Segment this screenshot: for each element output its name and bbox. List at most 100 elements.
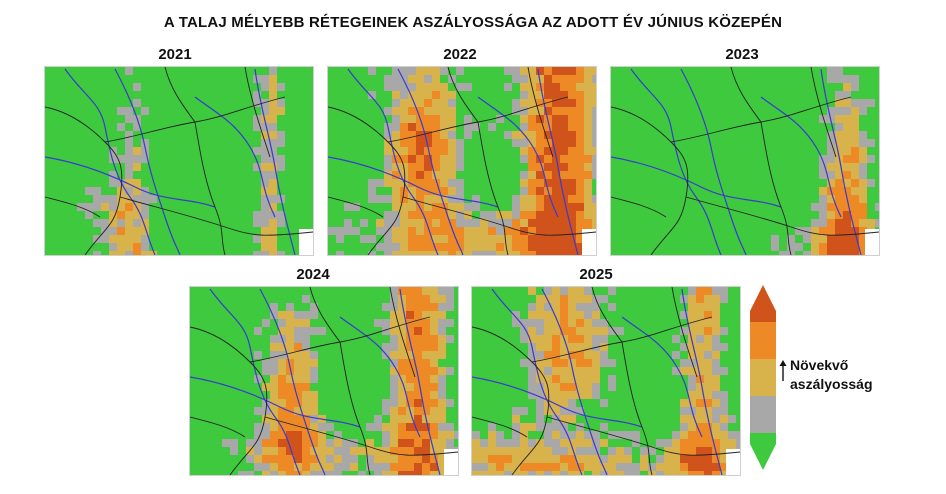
drought-cell	[408, 123, 416, 131]
drought-cell	[440, 99, 448, 107]
drought-cell	[704, 383, 712, 391]
drought-cell	[576, 423, 584, 431]
drought-cell	[592, 131, 596, 139]
drought-cell	[352, 203, 360, 211]
drought-cell	[560, 171, 568, 179]
drought-cell	[576, 83, 584, 91]
drought-cell	[568, 367, 576, 375]
drought-cell	[230, 439, 238, 447]
drought-cell	[400, 155, 408, 163]
drought-cell	[712, 423, 720, 431]
drought-cell	[93, 219, 101, 227]
drought-cell	[688, 343, 696, 351]
drought-cell	[803, 227, 811, 235]
drought-cell	[448, 179, 456, 187]
drought-cell	[414, 391, 422, 399]
drought-cell	[448, 107, 456, 115]
drought-cell	[414, 439, 422, 447]
drought-cell	[472, 203, 480, 211]
drought-cell	[552, 107, 560, 115]
drought-cell	[422, 399, 430, 407]
drought-cell	[440, 171, 448, 179]
drought-cell	[520, 251, 528, 255]
drought-cell	[448, 251, 456, 255]
drought-cell	[544, 171, 552, 179]
drought-cell	[576, 203, 584, 211]
drought-cell	[390, 455, 398, 463]
drought-cell	[536, 335, 544, 343]
drought-cell	[125, 211, 133, 219]
drought-cell	[261, 195, 269, 203]
drought-cell	[512, 471, 520, 475]
drought-cell	[416, 187, 424, 195]
drought-cell	[544, 75, 552, 83]
drought-cell	[398, 343, 406, 351]
drought-cell	[536, 343, 544, 351]
drought-cell	[859, 131, 867, 139]
drought-cell	[302, 351, 310, 359]
drought-cell	[424, 211, 432, 219]
drought-cell	[392, 171, 400, 179]
drought-cell	[133, 123, 141, 131]
drought-cell	[384, 147, 392, 155]
drought-cell	[368, 187, 376, 195]
drought-cell	[827, 75, 835, 83]
drought-cell	[544, 219, 552, 227]
drought-cell	[480, 439, 488, 447]
drought-cell	[472, 439, 480, 447]
drought-cell	[400, 203, 408, 211]
drought-cell	[109, 227, 117, 235]
drought-cell	[269, 219, 277, 227]
drought-cell	[398, 439, 406, 447]
drought-cell	[576, 187, 584, 195]
drought-cell	[520, 359, 528, 367]
drought-cell	[438, 423, 446, 431]
drought-cell	[253, 123, 261, 131]
drought-cell	[464, 235, 472, 243]
drought-cell	[795, 243, 803, 251]
drought-cell	[432, 251, 440, 255]
drought-cell	[406, 367, 414, 375]
drought-cell	[117, 123, 125, 131]
drought-cell	[310, 407, 318, 415]
drought-cell	[576, 359, 584, 367]
drought-cell	[528, 383, 536, 391]
drought-cell	[520, 455, 528, 463]
drought-cell	[696, 343, 704, 351]
drought-cell	[696, 415, 704, 423]
drought-cell	[504, 235, 512, 243]
drought-cell	[584, 335, 592, 343]
drought-cell	[398, 383, 406, 391]
drought-cell	[544, 235, 552, 243]
drought-cell	[430, 311, 438, 319]
drought-cell	[376, 179, 384, 187]
drought-cell	[560, 115, 568, 123]
drought-cell	[520, 171, 528, 179]
drought-cell	[382, 399, 390, 407]
drought-cell	[400, 251, 408, 255]
drought-cell	[424, 171, 432, 179]
drought-cell	[536, 415, 544, 423]
drought-cell	[302, 415, 310, 423]
drought-cell	[400, 227, 408, 235]
drought-cell	[416, 75, 424, 83]
drought-cell	[376, 195, 384, 203]
drought-cell	[712, 295, 720, 303]
drought-cell	[440, 67, 448, 75]
drought-cell	[528, 351, 536, 359]
drought-cell	[125, 203, 133, 211]
drought-cell	[576, 171, 584, 179]
drought-cell	[406, 431, 414, 439]
drought-cell	[109, 235, 117, 243]
drought-cell	[576, 287, 584, 295]
page-title: A TALAJ MÉLYEBB RÉTEGEINEK ASZÁLYOSSÁGA …	[163, 14, 783, 31]
drought-cell	[294, 455, 302, 463]
drought-cell	[269, 227, 277, 235]
drought-cell	[109, 219, 117, 227]
drought-cell	[278, 311, 286, 319]
drought-cell	[859, 187, 867, 195]
drought-cell	[398, 367, 406, 375]
drought-cell	[520, 407, 528, 415]
drought-cell	[528, 455, 536, 463]
drought-cell	[696, 439, 704, 447]
